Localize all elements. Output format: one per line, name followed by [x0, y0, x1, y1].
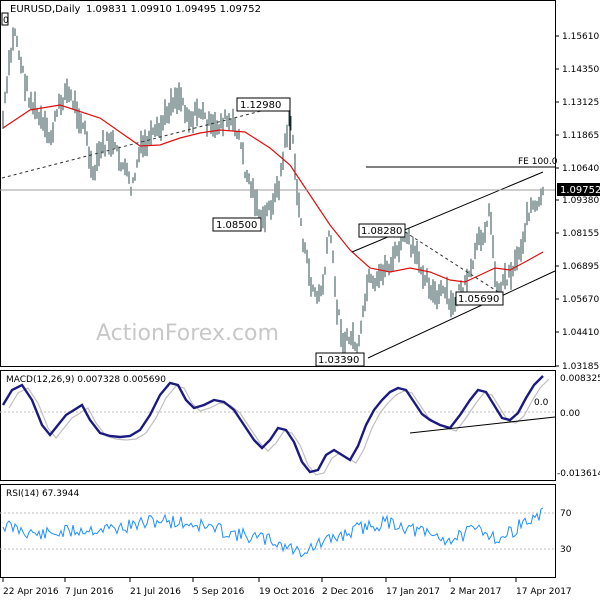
moving-average-line: [2, 104, 544, 283]
label-l0: 1.03390: [315, 352, 365, 367]
price-tick-label: 1.08155: [562, 229, 599, 239]
label-h2: 1.08280: [358, 223, 406, 238]
price-tick-label: 1.03185: [562, 362, 599, 372]
rsi-tick-70: 70: [560, 509, 572, 519]
svg-text:1.08280: 1.08280: [361, 226, 402, 237]
price-tick-label: 1.04410: [562, 328, 599, 338]
date-axis: 22 Apr 2016 7 Jun 2016 21 Jul 2016 5 Sep 20…: [2, 578, 572, 597]
chart-ohlc: 1.09831 1.09910 1.09495 1.09752: [86, 4, 261, 15]
date-tick-label: 2 Mar 2017: [450, 587, 501, 597]
date-tick-label: 2 Dec 2016: [322, 587, 374, 597]
svg-text:1.03390: 1.03390: [318, 355, 359, 366]
macd-tick-top: 0.008325: [560, 374, 600, 384]
price-bars: [2, 27, 544, 365]
macd-panel-frame: [0, 370, 556, 481]
macd-label: MACD(12,26,9) 0.007328 0.005690: [6, 375, 166, 385]
fe-label: FE 100.0: [518, 157, 558, 167]
macd-tick-zero: 0.00: [560, 409, 580, 419]
date-tick-label: 21 Jul 2016: [130, 587, 181, 597]
date-tick-label: 17 Apr 2017: [516, 587, 572, 597]
macd-signal-line: [8, 378, 550, 476]
date-tick-label: 22 Apr 2016: [3, 587, 59, 597]
price-tick-label: 1.10640: [562, 164, 599, 174]
date-tick-label: 19 Oct 2016: [259, 587, 315, 597]
dashed-trendline: [1, 103, 289, 179]
current-price-tag-box: [557, 183, 600, 196]
macd-zero-marker: 0.0: [534, 398, 549, 408]
svg-text:1.12980: 1.12980: [240, 100, 281, 111]
rsi-line: [2, 507, 544, 558]
main-panel-frame: [0, 0, 556, 367]
channel-upper-line: [351, 171, 544, 253]
label-h1: 1.12980: [236, 97, 291, 112]
top-left-box-label: 0: [3, 16, 9, 26]
price-tick-label: 1.09380: [562, 196, 599, 206]
price-tick-label: 1.14350: [562, 65, 599, 75]
macd-tick-bottom: -0.013614: [557, 469, 600, 479]
fib-dashed-line: [404, 231, 504, 296]
price-tick-label: 1.13125: [562, 98, 599, 108]
price-axis: 1.15610 1.14350 1.13125 1.11865 1.10640 1.093…: [555, 32, 599, 372]
watermark: ActionForex.com: [96, 321, 279, 346]
price-tick-label: 1.11865: [562, 131, 599, 141]
rsi-label: RSI(14) 67.3944: [6, 489, 79, 499]
top-left-box: [1, 12, 9, 26]
price-tick-label: 1.05670: [562, 295, 599, 305]
rsi-panel-frame: [0, 484, 556, 578]
date-tick-label: 5 Sep 2016: [193, 587, 245, 597]
rsi-tick-30: 30: [560, 545, 572, 555]
date-tick-label: 17 Jan 2017: [386, 587, 440, 597]
chart-symbol: EURUSD,Daily: [10, 4, 81, 15]
price-tick-label: 1.15610: [562, 32, 599, 42]
channel-lower-line: [367, 270, 556, 359]
svg-text:1.05690: 1.05690: [458, 294, 499, 305]
macd-main-line: [1, 375, 544, 474]
macd-support-line: [409, 416, 556, 434]
svg-text:1.08500: 1.08500: [216, 220, 257, 231]
price-tick-label: 1.06895: [562, 262, 599, 272]
label-l2: 1.05690: [455, 291, 504, 306]
date-tick-label: 7 Jun 2016: [65, 587, 114, 597]
current-price-tag: 1.09752: [560, 185, 600, 196]
label-l1: 1.08500: [212, 217, 262, 232]
